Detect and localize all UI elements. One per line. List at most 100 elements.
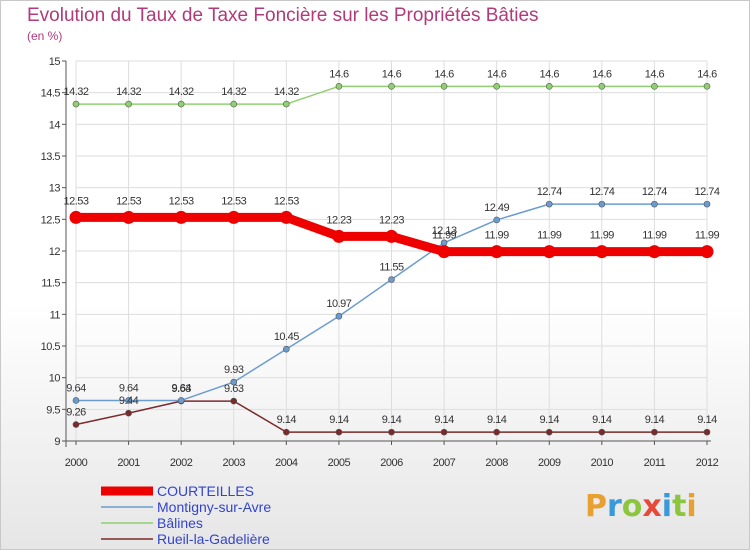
data-label: 9.63 bbox=[171, 383, 191, 395]
legend-label-courteilles: COURTEILLES bbox=[157, 483, 254, 499]
logo-letter: o bbox=[621, 489, 643, 524]
data-point bbox=[122, 210, 136, 224]
data-label: 9.14 bbox=[382, 414, 402, 426]
data-label: 9.14 bbox=[592, 414, 612, 426]
x-tick-label: 2010 bbox=[591, 457, 614, 469]
data-label: 14.6 bbox=[592, 68, 612, 80]
logo-letter: r bbox=[607, 489, 622, 524]
data-label: 14.6 bbox=[697, 68, 717, 80]
data-point bbox=[230, 378, 238, 386]
data-label: 14.6 bbox=[382, 68, 402, 80]
data-point bbox=[227, 210, 241, 224]
legend-item-courteilles: COURTEILLES bbox=[101, 483, 271, 499]
data-point bbox=[283, 345, 290, 353]
unit-label: (en %) bbox=[27, 29, 63, 43]
data-point bbox=[72, 100, 80, 108]
legend-item-montigny: Montigny-sur-Avre bbox=[101, 499, 271, 515]
data-label: 10.45 bbox=[274, 331, 299, 343]
x-tick-label: 2000 bbox=[65, 457, 88, 469]
data-label: 14.32 bbox=[116, 86, 141, 98]
legend-swatch-balines bbox=[101, 522, 153, 524]
y-tick-label: 10 bbox=[49, 373, 61, 385]
data-point bbox=[651, 428, 658, 436]
y-tick-label: 12 bbox=[49, 246, 61, 258]
data-point bbox=[72, 421, 80, 428]
x-tick-label: 2003 bbox=[223, 457, 246, 469]
data-point bbox=[703, 200, 711, 208]
data-label: 9.64 bbox=[66, 382, 86, 394]
data-point bbox=[542, 245, 556, 259]
data-point bbox=[545, 200, 553, 208]
data-label: 12.23 bbox=[326, 214, 351, 226]
data-point bbox=[440, 83, 448, 90]
data-label: 9.14 bbox=[434, 414, 454, 426]
logo-letter: t bbox=[672, 489, 687, 524]
data-point bbox=[230, 100, 238, 108]
y-tick-label: 9.5 bbox=[46, 404, 60, 416]
data-label: 11.99 bbox=[537, 230, 562, 242]
x-tick-label: 2008 bbox=[485, 457, 508, 469]
data-point bbox=[700, 245, 714, 259]
data-label: 14.32 bbox=[63, 86, 88, 98]
x-tick-label: 2004 bbox=[275, 457, 298, 469]
legend-label-balines: Bâlines bbox=[157, 515, 203, 531]
data-point bbox=[388, 428, 395, 436]
data-label: 10.97 bbox=[326, 298, 351, 310]
data-point bbox=[595, 245, 609, 259]
x-tick-label: 2002 bbox=[170, 457, 193, 469]
data-label: 9.14 bbox=[277, 414, 297, 426]
y-tick-label: 14.5 bbox=[41, 88, 61, 100]
data-label: 9.14 bbox=[329, 414, 349, 426]
data-point bbox=[651, 83, 658, 90]
logo-letter: i bbox=[661, 489, 673, 524]
data-label: 12.74 bbox=[642, 186, 667, 198]
y-tick-label: 10.5 bbox=[41, 341, 61, 353]
data-label: 14.32 bbox=[169, 86, 194, 98]
x-tick-label: 2012 bbox=[696, 457, 719, 469]
y-tick-label: 11.5 bbox=[41, 278, 60, 290]
data-label: 12.74 bbox=[537, 186, 562, 198]
data-label: 12.74 bbox=[589, 186, 614, 198]
data-label: 14.6 bbox=[645, 68, 665, 80]
data-label: 11.99 bbox=[590, 230, 615, 242]
data-label: 9.63 bbox=[224, 383, 244, 395]
logo-letter: i bbox=[686, 489, 697, 524]
data-point bbox=[230, 397, 238, 405]
data-point bbox=[335, 83, 343, 90]
legend-item-balines: Bâlines bbox=[101, 515, 271, 531]
data-point bbox=[125, 100, 132, 108]
data-point bbox=[69, 210, 83, 224]
data-point bbox=[703, 428, 711, 436]
data-point bbox=[388, 276, 395, 283]
data-label: 9.14 bbox=[487, 414, 507, 426]
x-tick-label: 2001 bbox=[117, 457, 140, 469]
data-label: 11.99 bbox=[432, 230, 457, 242]
data-point bbox=[335, 428, 343, 436]
data-label: 12.53 bbox=[63, 195, 88, 207]
data-label: 11.99 bbox=[695, 230, 720, 242]
data-point bbox=[545, 428, 553, 436]
data-label: 14.6 bbox=[487, 68, 507, 80]
data-label: 12.13 bbox=[432, 225, 457, 237]
data-point bbox=[598, 83, 606, 90]
data-point bbox=[388, 83, 395, 90]
chart-title: Evolution du Taux de Taxe Foncière sur l… bbox=[27, 5, 539, 26]
x-tick-label: 2006 bbox=[380, 457, 403, 469]
data-point bbox=[385, 229, 398, 243]
data-label: 9.44 bbox=[119, 395, 139, 407]
data-point bbox=[703, 83, 711, 90]
data-label: 12.49 bbox=[484, 202, 509, 214]
data-point bbox=[651, 200, 658, 208]
data-point bbox=[283, 428, 290, 436]
legend: COURTEILLES Montigny-sur-Avre Bâlines Ru… bbox=[101, 483, 271, 547]
legend-label-montigny: Montigny-sur-Avre bbox=[157, 499, 272, 515]
y-tick-label: 15 bbox=[49, 56, 61, 68]
data-point bbox=[125, 397, 132, 404]
data-point bbox=[598, 428, 606, 436]
data-label: 11.55 bbox=[379, 262, 404, 274]
data-point bbox=[493, 216, 500, 224]
data-label: 12.53 bbox=[221, 195, 246, 207]
y-tick-label: 13.5 bbox=[41, 151, 61, 163]
data-label: 12.23 bbox=[379, 214, 404, 226]
